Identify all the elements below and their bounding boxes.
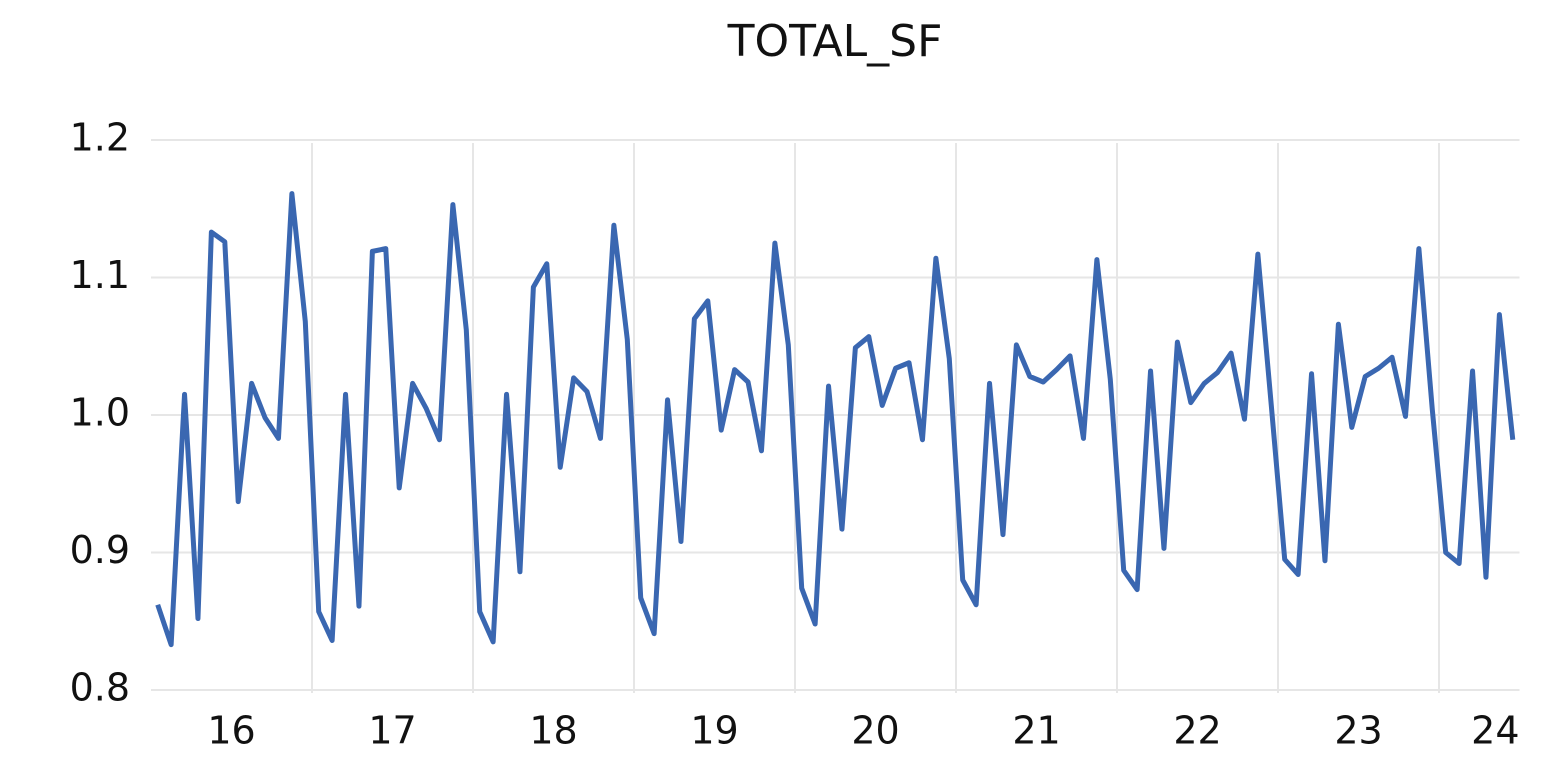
x-tick-label: 17 [368,709,416,753]
y-tick-label: 1.0 [70,391,130,435]
y-tick-label: 1.1 [70,253,130,297]
x-tick-label: 20 [851,709,899,753]
x-tick-label: 23 [1334,709,1382,753]
x-tick-label: 16 [207,709,255,753]
chart-title: TOTAL_SF [727,16,943,67]
y-tick-label: 0.8 [70,666,130,710]
x-tick-label: 19 [690,709,738,753]
x-tick-label: 24 [1471,709,1519,753]
x-tick-label: 21 [1012,709,1060,753]
x-tick-label: 22 [1173,709,1221,753]
x-tick-label: 18 [529,709,577,753]
y-tick-label: 1.2 [70,116,130,160]
line-series [155,191,1516,648]
y-tick-label: 0.9 [70,528,130,572]
